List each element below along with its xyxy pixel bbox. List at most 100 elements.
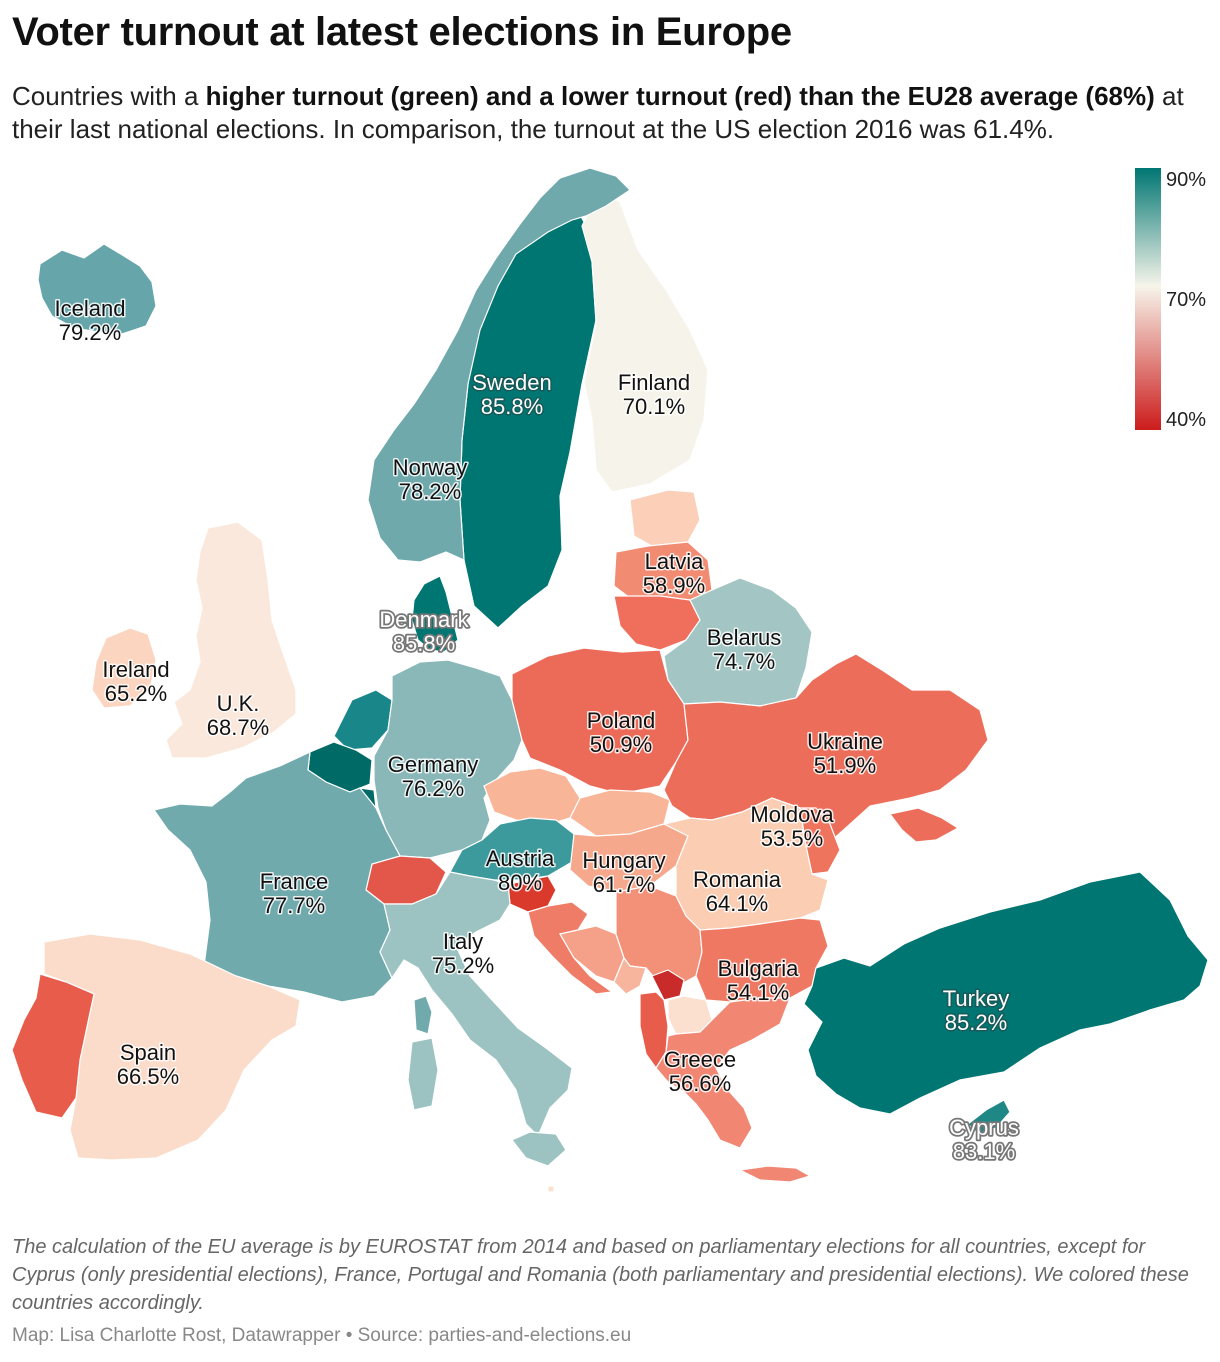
label-ukraine-value: 51.9% xyxy=(814,753,876,778)
country-ireland[interactable] xyxy=(91,627,157,709)
label-ukraine-name: Ukraine xyxy=(807,729,883,754)
label-bulgaria-value: 54.1% xyxy=(727,980,789,1005)
label-spain-value: 66.5% xyxy=(117,1064,179,1089)
country-sardinia[interactable] xyxy=(407,1037,439,1111)
label-turkey-name: Turkey xyxy=(943,986,1009,1011)
label-bulgaria-name: Bulgaria xyxy=(718,956,799,981)
label-norway-name: Norway xyxy=(393,455,468,480)
country-finland[interactable] xyxy=(581,189,709,493)
country-italy[interactable] xyxy=(379,871,573,1138)
country-sicily[interactable] xyxy=(511,1131,567,1167)
subtitle-intro: Countries with a xyxy=(12,81,206,111)
legend-gradient-bar xyxy=(1135,168,1161,430)
label-latvia-value: 58.9% xyxy=(643,573,705,598)
label-finland-value: 70.1% xyxy=(623,394,685,419)
legend-label-high: 90% xyxy=(1166,169,1206,191)
label-uk-name: U.K. xyxy=(217,691,260,716)
country-corsica[interactable] xyxy=(413,995,433,1035)
label-uk: U.K.68.7% xyxy=(205,690,270,742)
label-germany-value: 76.2% xyxy=(402,776,464,801)
chart-title: Voter turnout at latest elections in Eur… xyxy=(12,10,792,54)
country-norway[interactable] xyxy=(367,167,631,563)
country-kosovo[interactable] xyxy=(651,969,685,1001)
label-germany-name: Germany xyxy=(388,752,478,777)
label-moldova-value: 53.5% xyxy=(761,826,823,851)
label-uk-value: 68.7% xyxy=(207,715,269,740)
label-romania-name: Romania xyxy=(693,867,782,892)
country-cyprus[interactable] xyxy=(967,1099,1011,1135)
label-sweden-name: Sweden xyxy=(472,370,552,395)
label-poland-name: Poland xyxy=(587,708,656,733)
country-crimea[interactable] xyxy=(888,807,960,843)
label-cyprus-name: Cyprus xyxy=(949,1115,1019,1140)
label-belarus-value: 74.7% xyxy=(713,649,775,674)
label-iceland-value: 79.2% xyxy=(59,320,121,345)
label-poland-value: 50.9% xyxy=(590,732,652,757)
label-italy-value: 75.2% xyxy=(432,953,494,978)
label-greece-value: 56.6% xyxy=(669,1071,731,1096)
label-france-name: France xyxy=(260,869,328,894)
legend-label-mid: 70% xyxy=(1166,289,1206,311)
country-denmark[interactable] xyxy=(411,575,459,653)
label-finland-name: Finland xyxy=(618,370,690,395)
label-greece-name: Greece xyxy=(664,1047,736,1072)
label-romania-value: 64.1% xyxy=(706,891,768,916)
legend-label-low: 40% xyxy=(1166,409,1206,431)
label-spain-name: Spain xyxy=(120,1040,176,1065)
label-iceland-name: Iceland xyxy=(55,296,126,321)
label-hungary-name: Hungary xyxy=(582,848,665,873)
label-italy-name: Italy xyxy=(443,929,483,954)
subtitle-outro: at their last national elections. In com… xyxy=(12,81,1184,144)
country-germany[interactable] xyxy=(373,659,523,859)
country-malta[interactable] xyxy=(547,1185,555,1193)
country-montenegro[interactable] xyxy=(613,956,647,995)
country-ukraine[interactable] xyxy=(663,653,989,843)
label-norway-value: 78.2% xyxy=(399,479,461,504)
label-belarus-name: Belarus xyxy=(707,625,782,650)
label-ireland-value: 65.2% xyxy=(105,681,167,706)
label-cyprus-value: 83.1% xyxy=(953,1139,1015,1164)
label-denmark-value: 85.8% xyxy=(393,631,455,656)
label-hungary-value: 61.7% xyxy=(593,872,655,897)
country-slovenia[interactable] xyxy=(507,875,557,913)
europe-map: Iceland 79.2% Sweden 85.8% Finland 70.1% No… xyxy=(0,160,1220,1220)
source-credit: Map: Lisa Charlotte Rost, Datawrapper • … xyxy=(12,1325,632,1346)
country-greece[interactable] xyxy=(655,997,791,1149)
label-france-value: 77.7% xyxy=(263,893,325,918)
country-portugal[interactable] xyxy=(11,973,95,1119)
country-uk[interactable] xyxy=(165,521,297,759)
country-turkey[interactable] xyxy=(803,871,1209,1115)
country-iceland[interactable] xyxy=(37,243,157,335)
label-ireland-name: Ireland xyxy=(102,657,169,682)
methodology-note: The calculation of the EU average is by … xyxy=(12,1236,1189,1314)
label-moldova-name: Moldova xyxy=(750,802,834,827)
country-croatia[interactable] xyxy=(527,901,614,995)
country-estonia[interactable] xyxy=(629,489,701,547)
label-denmark-name: Denmark xyxy=(379,607,469,632)
label-austria-name: Austria xyxy=(486,846,555,871)
color-legend: 90% 70% 40% xyxy=(1135,168,1206,431)
country-crete[interactable] xyxy=(738,1165,812,1183)
label-austria-value: 80% xyxy=(498,870,542,895)
country-netherlands[interactable] xyxy=(333,689,393,751)
